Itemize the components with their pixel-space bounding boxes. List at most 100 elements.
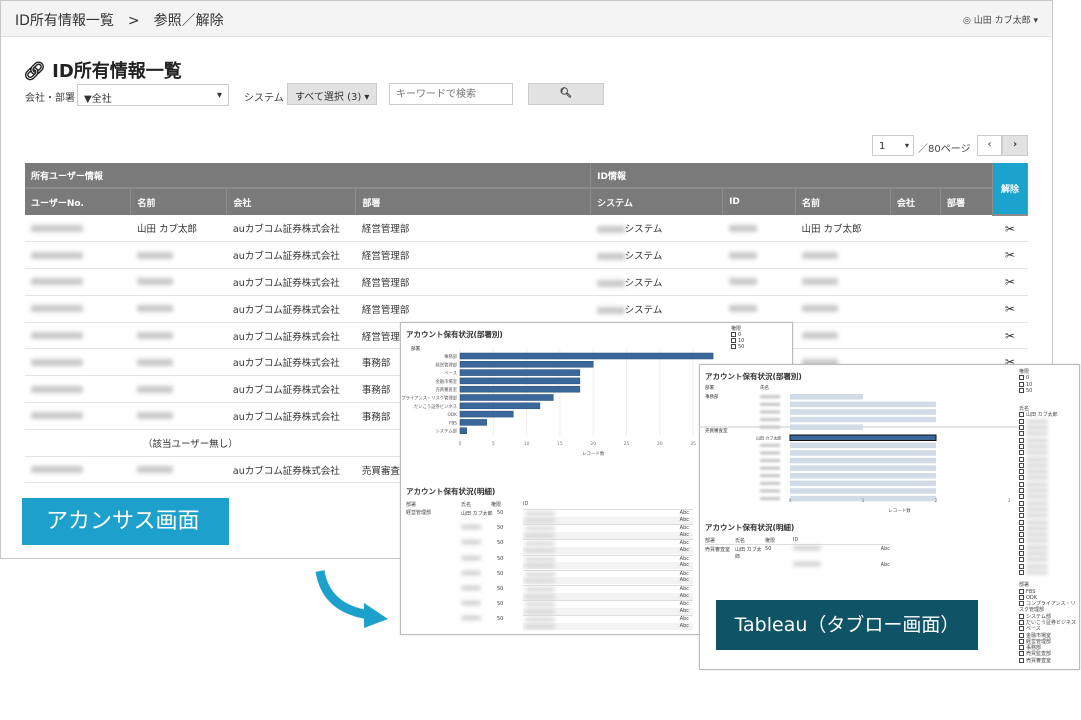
- prev-page-button[interactable]: ‹: [977, 135, 1002, 156]
- filter-item[interactable]: 事務部: [1019, 645, 1079, 651]
- detail-row: 山田 カブ太郎 50 Abc: [461, 509, 693, 517]
- detail-value: Abc: [679, 531, 689, 538]
- filter-item[interactable]: [1019, 506, 1079, 513]
- company-select[interactable]: ▼全社 ▾: [77, 84, 229, 106]
- system: システム: [590, 268, 723, 296]
- filter-item[interactable]: [1019, 519, 1079, 526]
- company: auカブコム証券株式会社: [226, 456, 356, 484]
- name-label-blurred: [760, 458, 780, 463]
- column-header[interactable]: 部署: [355, 188, 592, 215]
- system-select[interactable]: すべて選択 (3) ▾: [287, 83, 378, 105]
- category-label: だいこう証券ビジネス: [414, 403, 457, 410]
- bar: [459, 352, 714, 360]
- filter-item[interactable]: 10: [1019, 381, 1079, 388]
- column-header[interactable]: ユーザーNo.: [25, 188, 132, 215]
- filter-item[interactable]: システム部: [1019, 613, 1079, 620]
- filter-item[interactable]: [1019, 456, 1079, 463]
- page-select[interactable]: 1 ▾: [872, 135, 914, 156]
- legend-title: 権限: [731, 326, 742, 332]
- detail-col: 権限: [491, 502, 502, 508]
- column-header[interactable]: 部署: [940, 188, 993, 215]
- filter-item[interactable]: だいこう証券ビジネス: [1019, 619, 1079, 626]
- chevron-down-icon: ▾: [1033, 16, 1038, 26]
- filter-item[interactable]: [1019, 538, 1079, 544]
- filter-item[interactable]: [1019, 443, 1079, 450]
- keyword-input[interactable]: [389, 83, 513, 105]
- legend-item[interactable]: 10: [731, 338, 744, 344]
- breadcrumb-separator: >: [127, 13, 140, 29]
- filter-item[interactable]: [1019, 563, 1079, 570]
- company: auカブコム証券株式会社: [226, 295, 356, 323]
- group-label: 売買審査室: [705, 427, 728, 434]
- filter-item[interactable]: FBS: [1019, 588, 1079, 595]
- column-header[interactable]: 名前: [795, 188, 891, 215]
- filter-item[interactable]: [1019, 569, 1079, 576]
- column-header[interactable]: ID: [722, 188, 797, 215]
- filter-item[interactable]: ODK: [1019, 594, 1079, 601]
- filter-item[interactable]: 50: [1019, 387, 1079, 394]
- filter-item[interactable]: [1019, 418, 1079, 425]
- filter-item[interactable]: [1019, 450, 1079, 456]
- scissors-icon[interactable]: ✂: [992, 215, 1028, 243]
- company-label: 会社・部署: [25, 93, 75, 104]
- scissors-icon[interactable]: ✂: [992, 241, 1028, 270]
- filter-item[interactable]: コンプライアンス・リスク管理部: [1019, 601, 1076, 614]
- name-label: 山田 カブ太郎: [756, 435, 781, 441]
- scissors-icon[interactable]: ✂: [992, 322, 1028, 350]
- legend-label: 0: [738, 332, 742, 338]
- filter-item[interactable]: [1019, 481, 1079, 488]
- filter-title: 部署: [1019, 582, 1030, 589]
- detail-cell: Abc: [880, 546, 890, 552]
- filter-item[interactable]: 経営管理部: [1019, 638, 1079, 645]
- page-select-value: 1: [879, 141, 886, 152]
- search-button[interactable]: 🔍︎: [528, 83, 604, 105]
- filter-item[interactable]: [1019, 437, 1079, 444]
- detail-value: Abc: [679, 586, 689, 592]
- chevron-down-icon: ▾: [216, 90, 222, 101]
- detail-row: 50 Abc: [461, 539, 693, 546]
- filter-item[interactable]: [1019, 488, 1079, 494]
- filter-item[interactable]: [1019, 532, 1079, 538]
- detail-value: Abc: [679, 570, 689, 577]
- detail-value: Abc: [679, 555, 689, 562]
- breadcrumb-list[interactable]: ID所有情報一覧: [15, 13, 114, 29]
- scissors-icon[interactable]: ✂: [992, 268, 1028, 296]
- detail-role: 50: [497, 570, 504, 577]
- detail-role: 50: [497, 616, 504, 623]
- filter-item[interactable]: [1019, 425, 1079, 431]
- filter-item[interactable]: 山田 カブ太郎: [1019, 412, 1079, 418]
- legend-item[interactable]: 0: [731, 332, 744, 338]
- filter-item[interactable]: [1019, 500, 1079, 507]
- name-label-blurred: [760, 417, 780, 422]
- filter-item[interactable]: 売買監査部: [1019, 651, 1079, 657]
- filter-item[interactable]: [1019, 551, 1079, 557]
- legend-item[interactable]: 50: [731, 344, 744, 350]
- filter-item[interactable]: [1019, 462, 1079, 469]
- detail-role: 50: [497, 540, 504, 547]
- column-header[interactable]: システム: [590, 188, 724, 215]
- user-no: [25, 402, 131, 430]
- filter-item[interactable]: [1019, 431, 1079, 437]
- filter-item[interactable]: [1019, 525, 1079, 532]
- column-header[interactable]: 会社: [226, 188, 357, 215]
- filter-item[interactable]: 0: [1019, 375, 1079, 381]
- detail-row: 売買審査室 山田 カブ太郎 50 Abc: [705, 544, 890, 560]
- filter-item[interactable]: [1019, 544, 1079, 551]
- next-page-button[interactable]: ›: [1002, 135, 1028, 156]
- filter-item[interactable]: [1019, 513, 1079, 519]
- filter-item[interactable]: [1019, 494, 1079, 500]
- bar: [790, 424, 863, 430]
- filter-item[interactable]: [1019, 469, 1079, 475]
- detail-row: Abc: [705, 560, 890, 568]
- column-header[interactable]: 会社: [890, 188, 941, 215]
- scissors-icon[interactable]: ✂: [992, 295, 1028, 323]
- arrow-icon: [315, 570, 388, 628]
- filter-item[interactable]: ベース: [1019, 626, 1079, 632]
- filter-item[interactable]: 金融市場室: [1019, 632, 1079, 639]
- column-header[interactable]: 名前: [130, 188, 228, 215]
- filter-item[interactable]: [1019, 557, 1079, 563]
- filter-item[interactable]: 売買審査室: [1019, 657, 1079, 664]
- user-menu[interactable]: ◎ 山田 カブ太郎 ▾: [963, 13, 1038, 26]
- filter-item[interactable]: [1019, 475, 1079, 481]
- detail-col: 部署: [705, 538, 716, 544]
